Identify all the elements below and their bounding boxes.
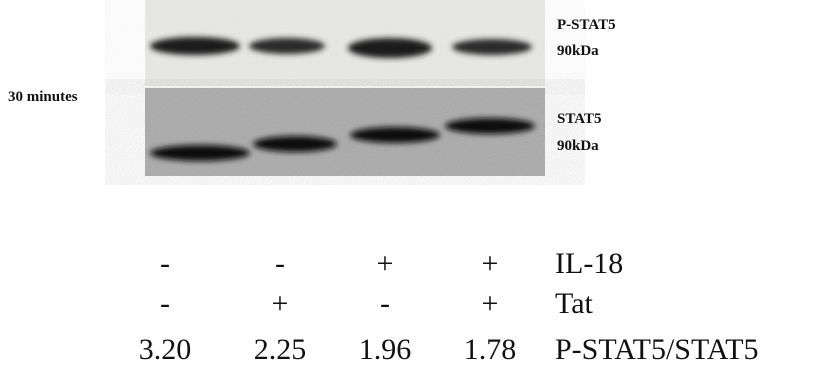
condition-table: - - + + IL-18 - + - + Tat 3.20 2.25 1.96 1.78 P-STAT5/… bbox=[139, 247, 759, 366]
table-cell: - bbox=[160, 287, 170, 320]
table-cell: + bbox=[482, 287, 499, 320]
condition-label: 30 minutes bbox=[8, 89, 78, 105]
panel-label: STAT5 bbox=[557, 111, 601, 127]
table-cell: 1.96 bbox=[359, 333, 412, 366]
table-cell: - bbox=[380, 287, 390, 320]
row-label: Tat bbox=[555, 287, 594, 320]
table-cell: 1.78 bbox=[464, 333, 517, 366]
panel-size: 90kDa bbox=[557, 43, 599, 59]
table-cell: + bbox=[272, 287, 289, 320]
table-cell: - bbox=[160, 247, 170, 280]
table-cell: 3.20 bbox=[139, 333, 192, 366]
table-cell: - bbox=[275, 247, 285, 280]
panel-size: 90kDa bbox=[557, 138, 599, 154]
row-label: IL-18 bbox=[555, 247, 623, 280]
stat5-blot bbox=[145, 88, 545, 176]
row-label: P-STAT5/STAT5 bbox=[555, 333, 759, 366]
table-cell: 2.25 bbox=[254, 333, 307, 366]
p-stat5-blot bbox=[145, 0, 545, 86]
figure: 30 minutes P-STAT5 90kDa STAT5 90kDa - - +… bbox=[0, 0, 839, 366]
table-cell: + bbox=[377, 247, 394, 280]
table-cell: + bbox=[482, 247, 499, 280]
panel-label: P-STAT5 bbox=[557, 17, 616, 33]
